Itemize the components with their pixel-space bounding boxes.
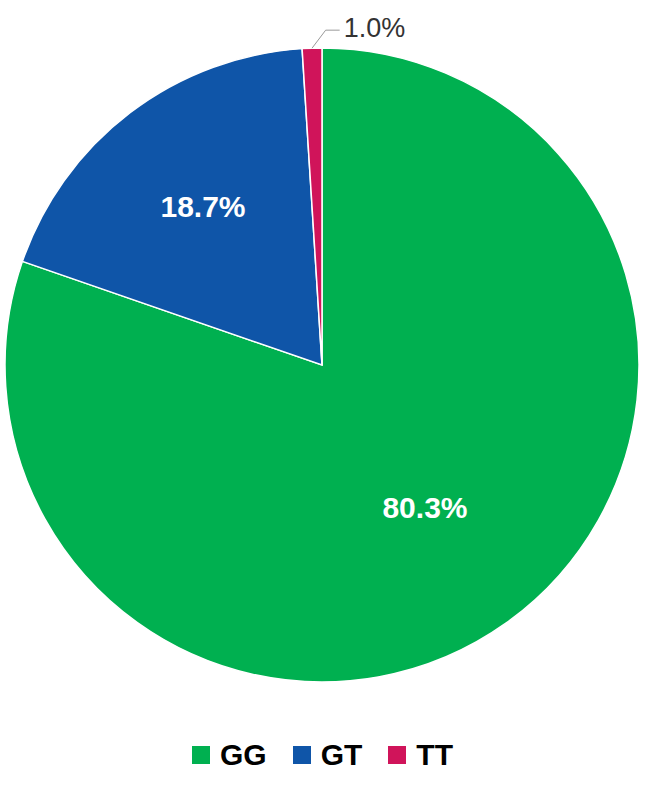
html-text:GT: GT — [320, 738, 363, 771]
html-text:GG: GG — [220, 738, 267, 771]
html-text:TT: TT — [416, 738, 453, 771]
svg-text:18.7%: 18.7% — [160, 189, 245, 222]
svg-text:1.0%: 1.0% — [344, 13, 406, 43]
svg-text:80.3%: 80.3% — [382, 491, 467, 524]
